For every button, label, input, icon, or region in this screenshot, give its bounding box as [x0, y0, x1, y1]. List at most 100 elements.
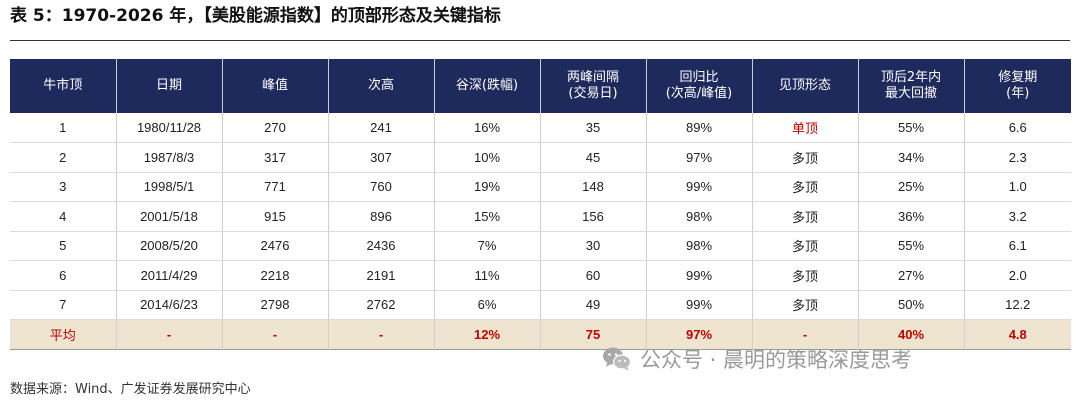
- table-cell: 2436: [328, 231, 435, 261]
- table-cell: 99%: [646, 290, 753, 320]
- average-cell: 4.8: [964, 319, 1071, 349]
- table-cell: 6.1: [964, 231, 1071, 261]
- header-cell: 顶后2年内 最大回撤: [858, 59, 965, 113]
- table-cell: 241: [328, 113, 435, 143]
- watermark: 公众号 · 晨明的策略深度思考: [602, 344, 912, 374]
- average-cell: -: [752, 319, 859, 349]
- table-cell: 6: [10, 260, 117, 291]
- table-cell: 89%: [646, 113, 753, 143]
- table-body: 1 1980/11/28 270 241 16% 35 89% 单顶 55% 6.6 2 1987/8…: [10, 113, 1071, 349]
- table-cell: 多顶: [752, 260, 859, 291]
- table-row: 5 2008/5/20 2476 2436 7% 30 98% 多顶 55% 6.1: [10, 231, 1071, 261]
- table-cell: 27%: [858, 260, 965, 291]
- table-cell: 307: [328, 142, 435, 173]
- header-cell: 两峰间隔 (交易日): [540, 59, 647, 113]
- table-cell: 10%: [434, 142, 541, 173]
- table-cell: 多顶: [752, 201, 859, 232]
- header-cell: 回归比 (次高/峰值): [646, 59, 753, 113]
- table-cell: 3: [10, 172, 117, 202]
- average-cell: -: [116, 319, 223, 349]
- table-cell: 35: [540, 113, 647, 143]
- table-cell: 760: [328, 172, 435, 202]
- table-cell: 15%: [434, 201, 541, 232]
- average-cell: 75: [540, 319, 647, 349]
- table-cell: 2.0: [964, 260, 1071, 291]
- table-cell: 5: [10, 231, 117, 261]
- energy-index-top-table: 牛市顶 日期 峰值 次高 谷深(跌幅) 两峰间隔 (交易日) 回归比 (次高/峰值)…: [10, 59, 1071, 350]
- average-label: 平均: [10, 319, 117, 349]
- table-title: 表 5：1970-2026 年，【美股能源指数】的顶部形态及关键指标: [10, 6, 501, 26]
- table-cell: 45: [540, 142, 647, 173]
- table-row: 1 1980/11/28 270 241 16% 35 89% 单顶 55% 6.6: [10, 113, 1071, 143]
- table-cell: 55%: [858, 113, 965, 143]
- table-cell: 6.6: [964, 113, 1071, 143]
- table-cell: 2: [10, 142, 117, 173]
- average-row: 平均 - - -12% 75 97% -40% 4.8: [10, 319, 1071, 349]
- table-cell: 60: [540, 260, 647, 291]
- table-cell: 317: [222, 142, 329, 173]
- table-cell: 156: [540, 201, 647, 232]
- header-cell: 峰值: [222, 59, 329, 113]
- table-cell: 多顶: [752, 290, 859, 320]
- average-cell: 40%: [858, 319, 965, 349]
- table-cell: 3.2: [964, 201, 1071, 232]
- table-cell: 2476: [222, 231, 329, 261]
- header-cell: 牛市顶: [10, 59, 117, 113]
- table-row: 4 2001/5/18 915 896 15% 156 98% 多顶 36% 3.2: [10, 201, 1071, 232]
- table-cell: 7: [10, 290, 117, 320]
- header-cell: 谷深(跌幅): [434, 59, 541, 113]
- table-cell: 1998/5/1: [116, 172, 223, 202]
- table-cell: 2014/6/23: [116, 290, 223, 320]
- table-cell: 19%: [434, 172, 541, 202]
- table-cell: 36%: [858, 201, 965, 232]
- table-cell: 49: [540, 290, 647, 320]
- average-cell: -: [328, 319, 435, 349]
- table-cell: 98%: [646, 201, 753, 232]
- table-cell: 2011/4/29: [116, 260, 223, 291]
- average-cell: 97%: [646, 319, 753, 349]
- table-cell: 55%: [858, 231, 965, 261]
- table-cell: 2.3: [964, 142, 1071, 173]
- table-cell: 771: [222, 172, 329, 202]
- table-cell: 30: [540, 231, 647, 261]
- table-row: 7 2014/6/23 2798 2762 6% 49 99% 多顶 50% 12.2: [10, 290, 1071, 320]
- table-cell: 270: [222, 113, 329, 143]
- table-cell: 1: [10, 113, 117, 143]
- table-cell: 915: [222, 201, 329, 232]
- table-cell: 4: [10, 201, 117, 232]
- table-cell: 12.2: [964, 290, 1071, 320]
- table-cell: 2191: [328, 260, 435, 291]
- header-cell: 见顶形态: [752, 59, 859, 113]
- table-row: 2 1987/8/3 317 307 10% 45 97% 多顶 34% 2.3: [10, 142, 1071, 173]
- table-cell: 多顶: [752, 231, 859, 261]
- wechat-icon: [603, 347, 632, 371]
- table-cell: 50%: [858, 290, 965, 320]
- table-cell: 7%: [434, 231, 541, 261]
- table-cell: 99%: [646, 260, 753, 291]
- table-cell: 多顶: [752, 172, 859, 202]
- table-cell: 25%: [858, 172, 965, 202]
- table-row: 6 2011/4/29 2218 2191 11% 60 99% 多顶 27% 2.0: [10, 260, 1071, 291]
- average-cell: -: [222, 319, 329, 349]
- table-cell: 多顶: [752, 142, 859, 173]
- table-cell: 2218: [222, 260, 329, 291]
- table-cell: 34%: [858, 142, 965, 173]
- table-cell: 6%: [434, 290, 541, 320]
- table-cell: 2798: [222, 290, 329, 320]
- table-cell: 2008/5/20: [116, 231, 223, 261]
- table-cell: 11%: [434, 260, 541, 291]
- table-cell: 单顶: [752, 113, 859, 143]
- table-cell: 2001/5/18: [116, 201, 223, 232]
- header-row: 牛市顶 日期 峰值 次高 谷深(跌幅) 两峰间隔 (交易日) 回归比 (次高/峰值)…: [10, 59, 1071, 113]
- table-cell: 99%: [646, 172, 753, 202]
- table-cell: 1980/11/28: [116, 113, 223, 143]
- table-cell: 16%: [434, 113, 541, 143]
- header-cell: 日期: [116, 59, 223, 113]
- average-cell: 12%: [434, 319, 541, 349]
- table-cell: 97%: [646, 142, 753, 173]
- table-cell: 1.0: [964, 172, 1071, 202]
- header-cell: 修复期 (年): [964, 59, 1071, 113]
- table-cell: 896: [328, 201, 435, 232]
- table-row: 3 1998/5/1 771 760 19% 148 99% 多顶 25% 1.0: [10, 172, 1071, 202]
- source-note: 数据来源：Wind、广发证券发展研究中心: [10, 382, 251, 397]
